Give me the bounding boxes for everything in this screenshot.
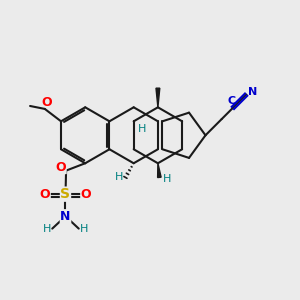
Text: H: H xyxy=(43,224,51,234)
Text: C: C xyxy=(227,96,236,106)
Text: S: S xyxy=(61,187,70,201)
Text: N: N xyxy=(60,210,71,223)
Polygon shape xyxy=(158,163,161,178)
Text: O: O xyxy=(41,96,52,109)
Text: N: N xyxy=(248,87,257,97)
Text: H: H xyxy=(137,124,146,134)
Text: H: H xyxy=(115,172,123,182)
Text: O: O xyxy=(40,188,50,201)
Text: H: H xyxy=(163,174,171,184)
Polygon shape xyxy=(156,88,160,107)
Text: O: O xyxy=(56,160,66,174)
Text: H: H xyxy=(80,224,88,234)
Text: O: O xyxy=(81,188,92,201)
